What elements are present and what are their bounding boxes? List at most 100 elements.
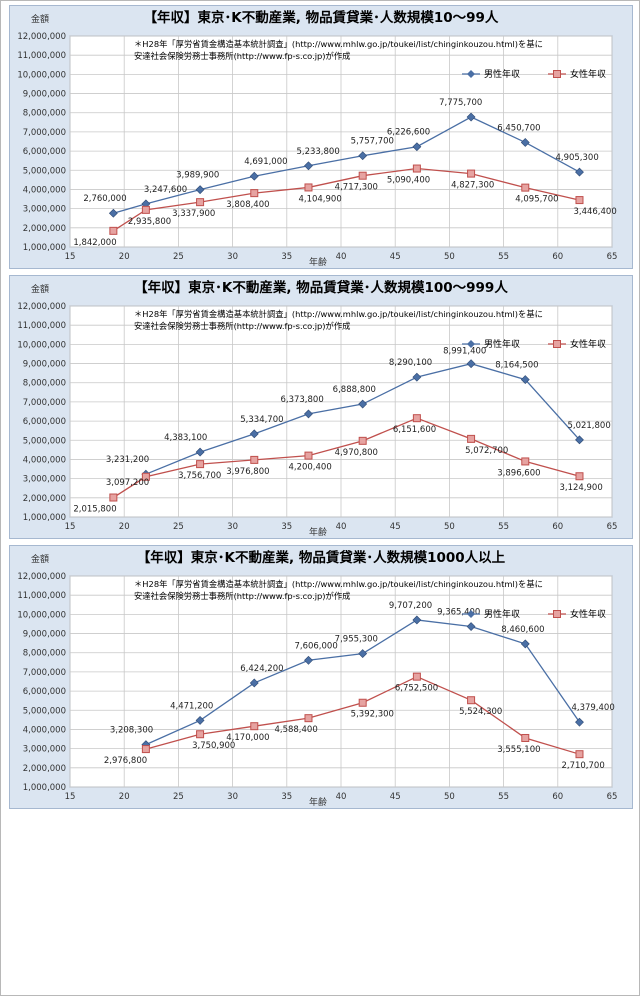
y-tick-label: 11,000,000 bbox=[17, 591, 66, 601]
male-data-point bbox=[575, 717, 584, 727]
male-data-point bbox=[520, 375, 530, 384]
chart-panel-1000-plus: 1,000,000 2,000,000 3,000,000 4,000,000 5,00… bbox=[9, 545, 633, 809]
x-tick-label: 55 bbox=[498, 522, 509, 532]
data-label: 4,691,000 bbox=[244, 157, 287, 167]
data-label: 6,450,700 bbox=[497, 123, 540, 133]
y-axis-label: 金額 bbox=[31, 283, 49, 295]
data-label: 3,555,100 bbox=[497, 745, 540, 755]
chart-panel-10-99: 1,000,000 2,000,000 3,000,000 4,000,000 5,00… bbox=[9, 5, 633, 269]
data-label: 3,750,900 bbox=[192, 741, 235, 751]
y-tick-label: 3,000,000 bbox=[23, 745, 66, 755]
data-label: 3,208,300 bbox=[110, 726, 153, 736]
y-tick-label: 3,000,000 bbox=[23, 475, 66, 485]
data-label: 7,955,300 bbox=[335, 635, 378, 645]
data-label: 4,717,300 bbox=[335, 183, 378, 193]
legend-square-icon bbox=[553, 340, 561, 348]
y-tick-label: 9,000,000 bbox=[23, 630, 66, 640]
x-tick-label: 60 bbox=[552, 792, 563, 802]
x-tick-label: 40 bbox=[336, 792, 347, 802]
data-label: 9,365,400 bbox=[437, 608, 480, 618]
y-tick-label: 2,000,000 bbox=[23, 764, 66, 774]
legend-label: 男性年収 bbox=[484, 608, 520, 620]
legend-diamond-icon bbox=[467, 340, 475, 348]
data-label: 3,097,200 bbox=[106, 478, 149, 488]
data-label: 3,896,600 bbox=[497, 468, 540, 478]
male-data-point bbox=[195, 447, 205, 457]
y-axis-label: 金額 bbox=[31, 13, 49, 25]
female-data-point bbox=[412, 164, 421, 173]
male-data-point bbox=[249, 171, 259, 181]
x-tick-label: 60 bbox=[552, 252, 563, 262]
series-line bbox=[113, 417, 580, 499]
y-tick-label: 4,000,000 bbox=[23, 725, 66, 735]
legend-label: 女性年収 bbox=[570, 608, 606, 620]
data-label: 5,072,700 bbox=[465, 446, 508, 456]
female-data-point bbox=[521, 457, 530, 466]
male-data-point bbox=[358, 649, 368, 659]
female-data-point bbox=[575, 750, 584, 759]
female-data-point bbox=[141, 472, 150, 481]
female-data-point bbox=[109, 493, 118, 502]
x-tick-label: 50 bbox=[444, 252, 455, 262]
source-note-line: 安達社会保険労務士事務所(http://www.fp-s.co.jp)が作成 bbox=[134, 321, 350, 331]
female-data-point bbox=[521, 733, 530, 742]
data-label: 3,231,200 bbox=[106, 455, 149, 465]
y-tick-label: 1,000,000 bbox=[23, 783, 66, 793]
y-tick-label: 6,000,000 bbox=[23, 417, 66, 427]
female-data-point bbox=[109, 226, 118, 235]
y-tick-label: 1,000,000 bbox=[23, 513, 66, 523]
data-label: 3,337,900 bbox=[172, 209, 215, 219]
male-data-point bbox=[466, 112, 476, 122]
data-label: 2,710,700 bbox=[561, 761, 604, 771]
y-tick-label: 4,000,000 bbox=[23, 185, 66, 195]
data-label: 4,095,700 bbox=[515, 195, 558, 205]
x-tick-label: 45 bbox=[390, 522, 401, 532]
data-label: 6,373,800 bbox=[280, 395, 323, 405]
male-data-point bbox=[412, 372, 422, 382]
y-tick-label: 8,000,000 bbox=[23, 109, 66, 119]
data-label: 7,775,700 bbox=[439, 98, 482, 108]
female-data-point bbox=[250, 189, 259, 198]
source-note-line: ＊H28年「厚労省賃金構造基本統計調査」(http://www.mhlw.go.… bbox=[134, 579, 543, 589]
female-data-point bbox=[196, 730, 205, 739]
y-tick-label: 2,000,000 bbox=[23, 224, 66, 234]
source-note-line: ＊H28年「厚労省賃金構造基本統計調査」(http://www.mhlw.go.… bbox=[134, 309, 543, 319]
x-tick-label: 30 bbox=[227, 252, 238, 262]
female-data-point bbox=[196, 198, 205, 207]
female-data-point bbox=[358, 436, 367, 445]
data-label: 4,200,400 bbox=[288, 463, 331, 473]
female-data-point bbox=[141, 205, 150, 214]
legend-square-icon bbox=[553, 70, 561, 78]
male-data-point bbox=[304, 409, 313, 419]
data-label: 7,606,000 bbox=[294, 641, 337, 651]
female-data-point bbox=[358, 171, 367, 180]
data-label: 6,226,600 bbox=[387, 128, 430, 138]
y-tick-label: 7,000,000 bbox=[23, 128, 66, 138]
data-label: 4,383,100 bbox=[164, 433, 207, 443]
x-tick-label: 55 bbox=[498, 792, 509, 802]
x-tick-label: 50 bbox=[444, 792, 455, 802]
data-label: 6,888,800 bbox=[333, 385, 376, 395]
x-tick-label: 65 bbox=[607, 792, 618, 802]
x-tick-label: 60 bbox=[552, 522, 563, 532]
y-tick-label: 1,000,000 bbox=[23, 243, 66, 253]
data-label: 2,976,800 bbox=[104, 756, 147, 766]
y-tick-label: 6,000,000 bbox=[23, 687, 66, 697]
line-chart: 1,000,000 2,000,000 3,000,000 4,000,000 5,00… bbox=[17, 9, 617, 268]
male-data-point bbox=[358, 151, 368, 161]
male-data-point bbox=[304, 655, 313, 665]
female-data-point bbox=[467, 169, 476, 178]
data-label: 4,379,400 bbox=[571, 703, 614, 713]
data-label: 4,905,300 bbox=[555, 153, 598, 163]
data-label: 2,760,000 bbox=[83, 194, 126, 204]
female-data-point bbox=[304, 451, 313, 460]
x-tick-label: 35 bbox=[281, 252, 292, 262]
male-data-point bbox=[412, 615, 422, 625]
y-tick-label: 8,000,000 bbox=[23, 379, 66, 389]
data-label: 5,090,400 bbox=[387, 176, 430, 186]
legend-diamond-icon bbox=[467, 610, 475, 618]
data-label: 5,021,800 bbox=[567, 421, 610, 431]
y-tick-label: 12,000,000 bbox=[17, 32, 66, 42]
data-label: 8,164,500 bbox=[495, 361, 538, 371]
y-tick-label: 9,000,000 bbox=[23, 90, 66, 100]
